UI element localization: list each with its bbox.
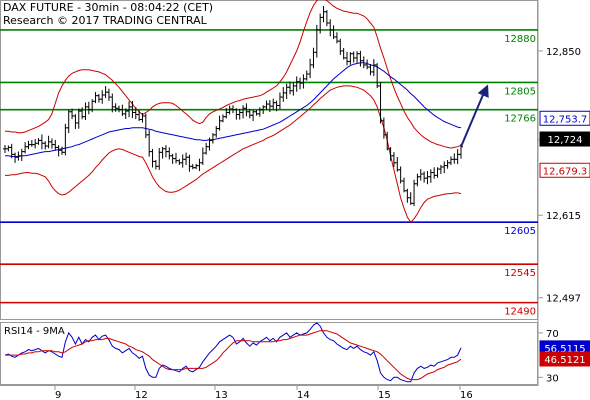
- price-badge-box: [539, 131, 590, 147]
- price-tick-label: 12,615: [546, 211, 581, 222]
- chart-title: DAX FUTURE - 30min - 08:04:22 (CET): [3, 1, 214, 14]
- x-axis-ticks: 9 12 13 14 15 16: [54, 385, 473, 400]
- moving-average-line: [5, 62, 462, 157]
- moving-average-layer: [5, 62, 462, 157]
- rsi-ma-line: [5, 330, 462, 381]
- x-tick-label: 14: [297, 390, 310, 400]
- x-tick-label: 9: [55, 390, 61, 400]
- x-tick-label: 12: [135, 390, 148, 400]
- candles-layer: [3, 6, 463, 207]
- forecast-arrow-layer: [460, 84, 489, 148]
- price-badge-label: 12,753.7: [543, 114, 588, 125]
- chart-subtitle: Research © 2017 TRADING CENTRAL: [3, 14, 207, 27]
- price-plot-area: [0, 0, 538, 320]
- level-label-12490: 12490: [504, 307, 536, 318]
- price-badges: 12,753.7 12,724 12,679.3: [539, 110, 590, 178]
- price-badge-box: [539, 162, 590, 178]
- level-label-12805: 12805: [504, 86, 536, 97]
- forecast-arrow-head: [477, 84, 489, 98]
- price-badge-label: 12,679.3: [543, 166, 588, 177]
- level-label-12766: 12766: [504, 114, 536, 125]
- rsi-tick-label: 30: [546, 373, 559, 384]
- rsi-tick-label: 70: [546, 329, 559, 340]
- price-badge-label: 12,724: [548, 135, 583, 146]
- rsi-plot-area: [0, 322, 538, 385]
- level-lines-layer: 12880 12805 12766 12605 12545 12490: [0, 29, 538, 318]
- x-tick-label: 15: [378, 390, 391, 400]
- price-tick-label: 12,497: [546, 294, 581, 305]
- rsi-line: [4, 322, 462, 383]
- price-badge-box: [539, 110, 590, 126]
- level-label-12880: 12880: [504, 34, 536, 45]
- rsi-badge-label: 56.5115: [544, 344, 585, 355]
- bollinger-upper-line: [5, 0, 462, 149]
- level-label-12545: 12545: [504, 268, 536, 279]
- rsi-axis-ticks: 70 30: [538, 329, 559, 384]
- rsi-badge-box: [539, 351, 590, 367]
- x-tick-label: 13: [215, 390, 228, 400]
- bollinger-lower-line: [5, 85, 462, 223]
- x-tick-label: 16: [460, 390, 473, 400]
- rsi-title: RSI14 - 9MA: [4, 326, 65, 337]
- rsi-lines-layer: [4, 322, 462, 383]
- forecast-arrow-shaft: [460, 92, 485, 148]
- rsi-badge-label: 46.5121: [544, 355, 585, 366]
- level-label-12605: 12605: [504, 226, 536, 237]
- price-tick-label: 12,850: [546, 47, 581, 58]
- bollinger-bands-layer: [5, 0, 462, 223]
